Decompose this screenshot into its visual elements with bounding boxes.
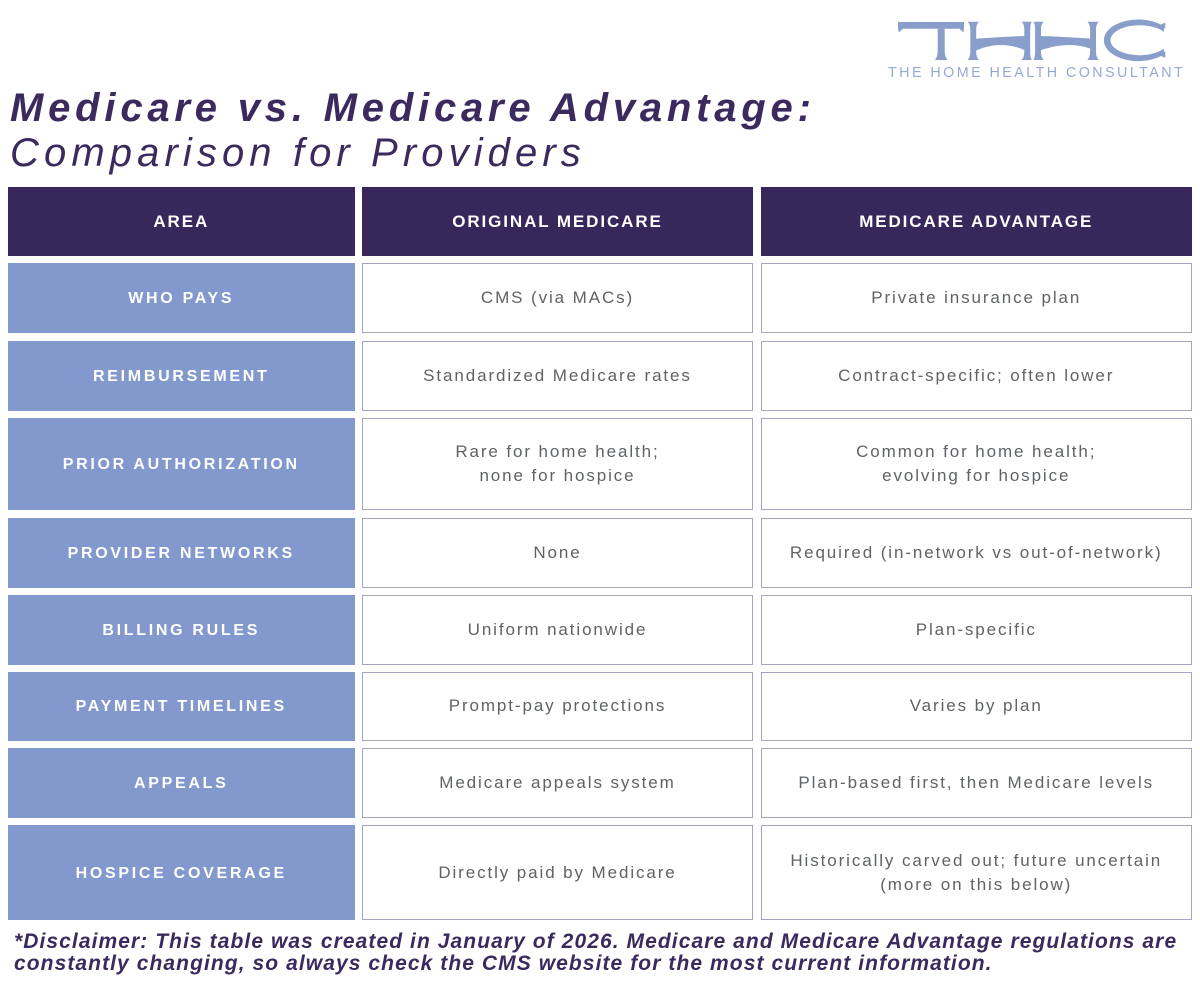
svg-text:THE HOME HEALTH CONSULTANT: THE HOME HEALTH CONSULTANT (888, 65, 1184, 81)
